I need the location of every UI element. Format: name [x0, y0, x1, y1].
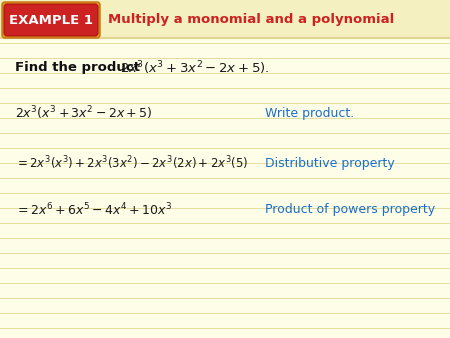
Text: EXAMPLE 1: EXAMPLE 1 — [9, 14, 93, 26]
Text: $= 2x^6 + 6x^5 - 4x^4 + 10x^3$: $= 2x^6 + 6x^5 - 4x^4 + 10x^3$ — [15, 202, 173, 218]
Text: Distributive property: Distributive property — [265, 156, 395, 169]
FancyBboxPatch shape — [2, 2, 100, 38]
Text: $2x^3(x^3 + 3x^2 - 2x + 5)$: $2x^3(x^3 + 3x^2 - 2x + 5)$ — [15, 104, 153, 122]
FancyBboxPatch shape — [0, 0, 450, 38]
Text: Find the product: Find the product — [15, 62, 144, 74]
Text: $2x^3(x^3 + 3x^2 - 2x + 5).$: $2x^3(x^3 + 3x^2 - 2x + 5).$ — [120, 59, 270, 77]
Text: Write product.: Write product. — [265, 106, 354, 120]
Text: $= 2x^3(x^3) + 2x^3(3x^2) - 2x^3(2x) + 2x^3(5)$: $= 2x^3(x^3) + 2x^3(3x^2) - 2x^3(2x) + 2… — [15, 154, 248, 172]
FancyBboxPatch shape — [4, 4, 98, 36]
Text: Multiply a monomial and a polynomial: Multiply a monomial and a polynomial — [108, 13, 394, 25]
Text: Product of powers property: Product of powers property — [265, 203, 435, 217]
